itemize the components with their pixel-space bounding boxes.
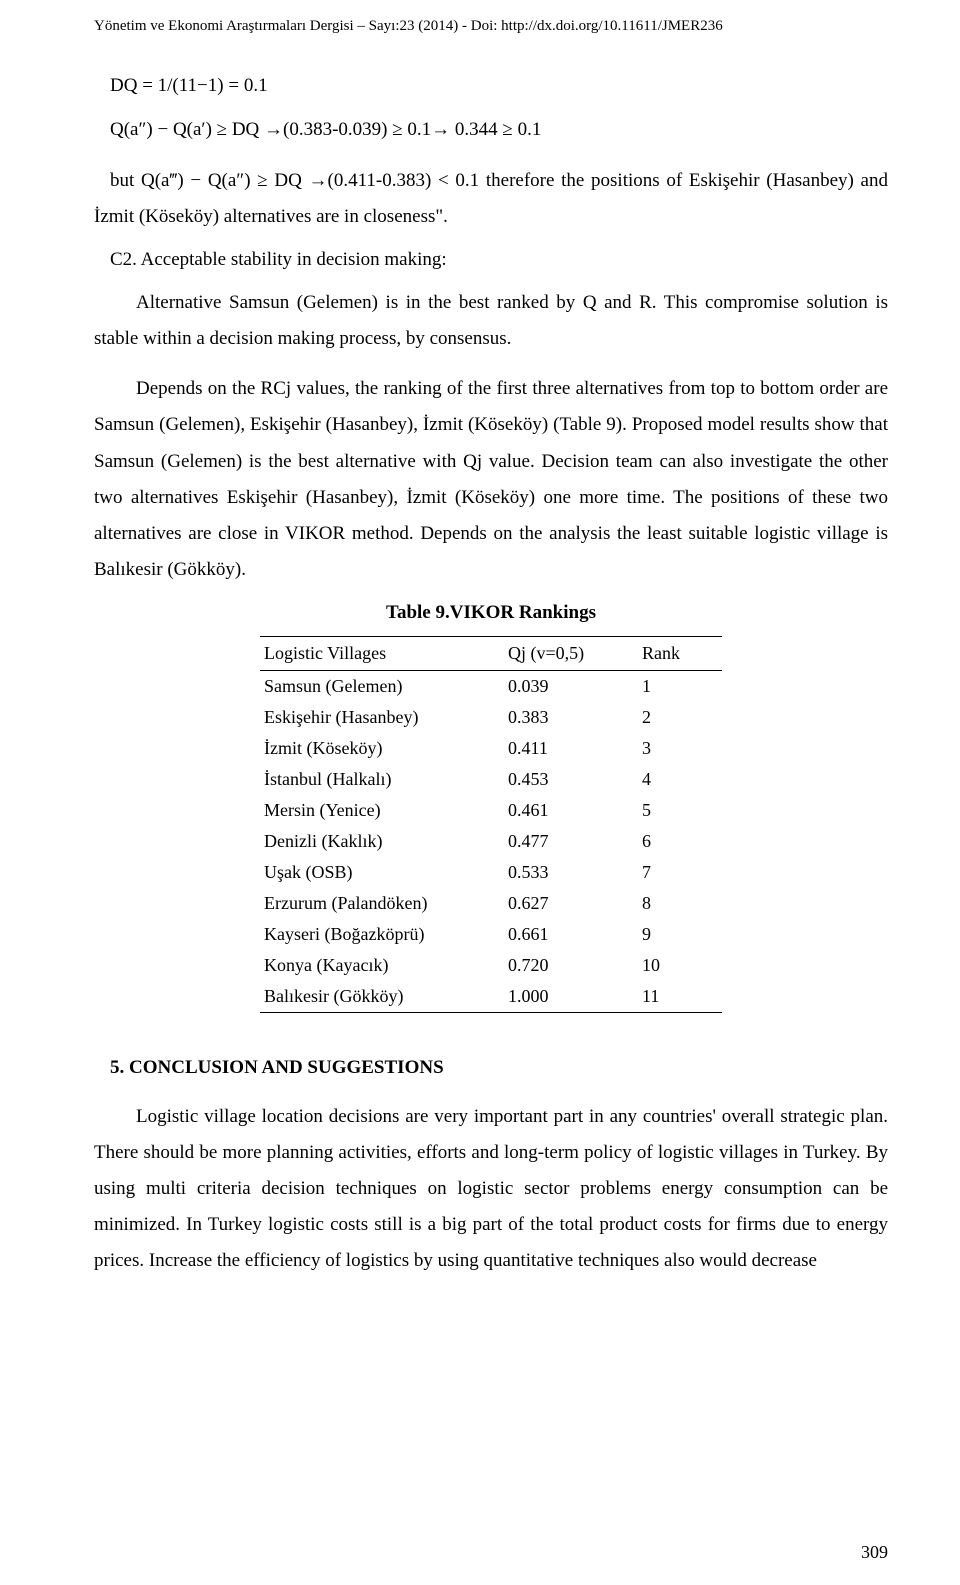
col-header-qj: Qj (v=0,5): [504, 636, 638, 670]
paragraph-conclusion: Logistic village location decisions are …: [94, 1099, 888, 1279]
cell-qj: 1.000: [504, 981, 638, 1013]
cell-qj: 0.627: [504, 888, 638, 919]
cell-qj: 0.461: [504, 795, 638, 826]
table-row: İzmit (Köseköy) 0.411 3: [260, 733, 722, 764]
cell-rank: 5: [638, 795, 722, 826]
table-row: Balıkesir (Gökköy) 1.000 11: [260, 981, 722, 1013]
table-row: Kayseri (Boğazköprü) 0.661 9: [260, 919, 722, 950]
cell-qj: 0.533: [504, 857, 638, 888]
condition-c2: C2. Acceptable stability in decision mak…: [110, 249, 888, 271]
table-row: Mersin (Yenice) 0.461 5: [260, 795, 722, 826]
page-number: 309: [861, 1542, 888, 1563]
cell-rank: 8: [638, 888, 722, 919]
cell-qj: 0.383: [504, 702, 638, 733]
table-row: Konya (Kayacık) 0.720 10: [260, 950, 722, 981]
cell-rank: 3: [638, 733, 722, 764]
cell-rank: 9: [638, 919, 722, 950]
cell-qj: 0.411: [504, 733, 638, 764]
table-row: Erzurum (Palandöken) 0.627 8: [260, 888, 722, 919]
cell-qj: 0.039: [504, 670, 638, 702]
cell-rank: 2: [638, 702, 722, 733]
table-header-row: Logistic Villages Qj (v=0,5) Rank: [260, 636, 722, 670]
section-heading-5: 5. CONCLUSION AND SUGGESTIONS: [110, 1057, 888, 1079]
cell-village: Eskişehir (Hasanbey): [260, 702, 504, 733]
page: Yönetim ve Ekonomi Araştırmaları Dergisi…: [0, 0, 960, 1585]
cell-village: Kayseri (Boğazköprü): [260, 919, 504, 950]
cell-rank: 11: [638, 981, 722, 1013]
cell-rank: 7: [638, 857, 722, 888]
cell-village: Konya (Kayacık): [260, 950, 504, 981]
equation-q-diff-2: Q(a‴) − Q(a″) ≥ DQ →(0.411-0.383) < 0.1: [141, 170, 479, 191]
cell-village: Uşak (OSB): [260, 857, 504, 888]
col-header-rank: Rank: [638, 636, 722, 670]
cell-village: Samsun (Gelemen): [260, 670, 504, 702]
equation-dq: DQ = 1/(11−1) = 0.1: [110, 75, 888, 97]
cell-qj: 0.661: [504, 919, 638, 950]
cell-rank: 4: [638, 764, 722, 795]
paragraph-but: but Q(a‴) − Q(a″) ≥ DQ →(0.411-0.383) < …: [94, 163, 888, 235]
table-title: Table 9.VIKOR Rankings: [94, 602, 888, 624]
cell-qj: 0.720: [504, 950, 638, 981]
table-row: İstanbul (Halkalı) 0.453 4: [260, 764, 722, 795]
cell-rank: 6: [638, 826, 722, 857]
cell-village: Erzurum (Palandöken): [260, 888, 504, 919]
cell-village: Balıkesir (Gökköy): [260, 981, 504, 1013]
cell-rank: 10: [638, 950, 722, 981]
table-row: Samsun (Gelemen) 0.039 1: [260, 670, 722, 702]
paragraph-alternative: Alternative Samsun (Gelemen) is in the b…: [94, 285, 888, 357]
col-header-villages: Logistic Villages: [260, 636, 504, 670]
table-row: Denizli (Kaklık) 0.477 6: [260, 826, 722, 857]
cell-qj: 0.453: [504, 764, 638, 795]
paragraph-depends: Depends on the RCj values, the ranking o…: [94, 371, 888, 588]
cell-rank: 1: [638, 670, 722, 702]
cell-village: Mersin (Yenice): [260, 795, 504, 826]
but-prefix: but: [110, 170, 141, 191]
cell-village: Denizli (Kaklık): [260, 826, 504, 857]
running-header: Yönetim ve Ekonomi Araştırmaları Dergisi…: [94, 18, 888, 35]
equation-q-diff-1: Q(a″) − Q(a′) ≥ DQ →(0.383-0.039) ≥ 0.1→…: [110, 119, 888, 141]
table-row: Eskişehir (Hasanbey) 0.383 2: [260, 702, 722, 733]
cell-village: İstanbul (Halkalı): [260, 764, 504, 795]
cell-qj: 0.477: [504, 826, 638, 857]
cell-village: İzmit (Köseköy): [260, 733, 504, 764]
vikor-table: Logistic Villages Qj (v=0,5) Rank Samsun…: [260, 636, 722, 1013]
table-row: Uşak (OSB) 0.533 7: [260, 857, 722, 888]
